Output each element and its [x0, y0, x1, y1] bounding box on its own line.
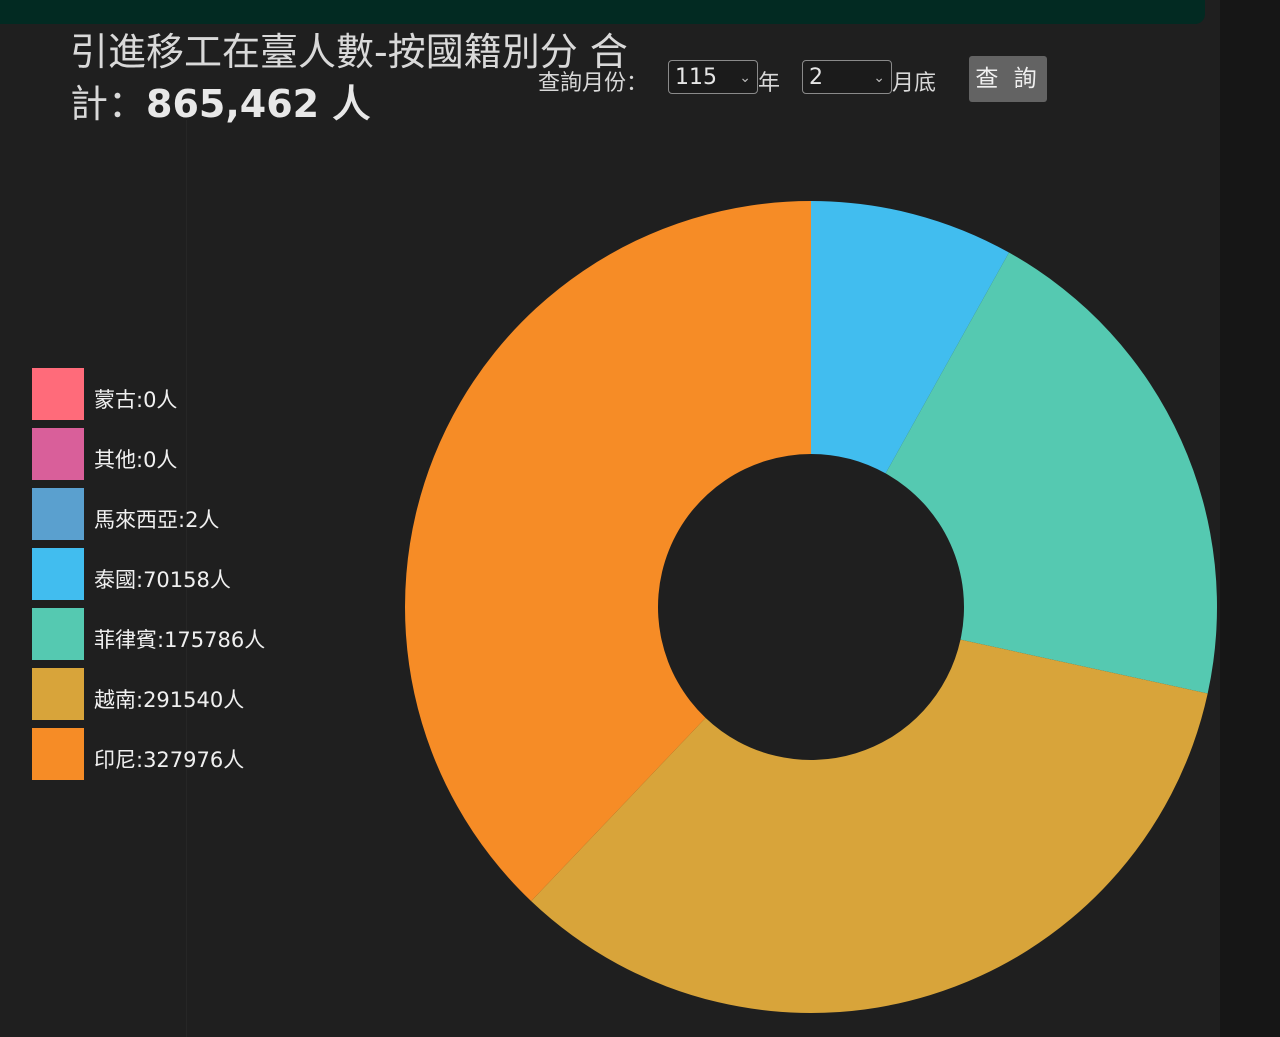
legend-item[interactable]: 泰國:70158人: [32, 548, 332, 602]
month-select-value: 2: [809, 65, 823, 90]
donut-slice[interactable]: [531, 639, 1208, 1013]
chevron-down-icon: ⌄: [873, 70, 885, 86]
query-button[interactable]: 查 詢: [969, 56, 1047, 102]
month-select[interactable]: 2 ⌄: [802, 60, 892, 94]
side-panel: [1220, 0, 1280, 1037]
legend-label: 印尼:327976人: [94, 748, 245, 772]
title-text: 引進移工在臺人數-按國籍別分 合計：: [70, 30, 628, 126]
legend-label: 泰國:70158人: [94, 568, 231, 592]
legend-item[interactable]: 其他:0人: [32, 428, 332, 482]
legend-item[interactable]: 菲律賓:175786人: [32, 608, 332, 662]
legend-swatch: [32, 428, 84, 480]
top-header-bar: [0, 0, 1205, 24]
total-count: 865,462 人: [146, 82, 371, 126]
legend-swatch: [32, 368, 84, 420]
legend-swatch: [32, 668, 84, 720]
page-title: 引進移工在臺人數-按國籍別分 合計：865,462 人: [70, 26, 690, 130]
legend-label: 越南:291540人: [94, 688, 245, 712]
year-suffix: 年: [758, 71, 781, 96]
donut-slice[interactable]: [405, 200, 811, 902]
legend-swatch: [32, 608, 84, 660]
legend-item[interactable]: 蒙古:0人: [32, 368, 332, 422]
query-month-label: 查詢月份：: [538, 71, 649, 96]
legend-label: 菲律賓:175786人: [94, 628, 266, 652]
donut-slice[interactable]: [885, 252, 1217, 694]
legend-swatch: [32, 548, 84, 600]
divider: [186, 120, 187, 1037]
year-select-value: 115: [675, 65, 717, 90]
legend-swatch: [32, 488, 84, 540]
legend-item[interactable]: 印尼:327976人: [32, 728, 332, 782]
legend-swatch: [32, 728, 84, 780]
chevron-down-icon: ⌄: [739, 70, 751, 86]
legend-item[interactable]: 馬來西亞:2人: [32, 488, 332, 542]
legend-label: 馬來西亞:2人: [94, 508, 220, 532]
month-suffix: 月底: [892, 71, 937, 96]
legend-label: 其他:0人: [94, 448, 178, 472]
legend-label: 蒙古:0人: [94, 388, 178, 412]
year-select[interactable]: 115 ⌄: [668, 60, 758, 94]
legend-item[interactable]: 越南:291540人: [32, 668, 332, 722]
donut-slice[interactable]: [811, 201, 1009, 474]
